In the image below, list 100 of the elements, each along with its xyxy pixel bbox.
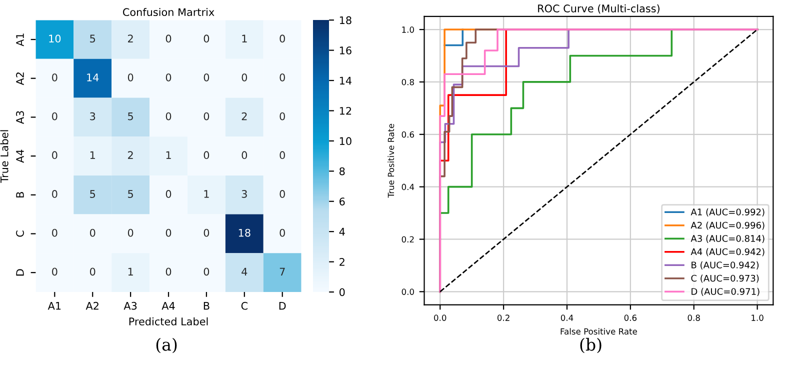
data-label: 0 xyxy=(204,268,210,276)
color-bar-label: 8 xyxy=(340,167,345,176)
y-tick-label: 0.6 xyxy=(402,131,414,138)
data-label: 2 xyxy=(242,112,247,120)
data-label: 2 xyxy=(128,151,133,159)
y-tick-label: 0.4 xyxy=(402,184,414,190)
y-axis-title: True Positive Rate xyxy=(388,124,394,198)
x-tick-label: A3 xyxy=(124,302,137,310)
color-bar-label: 10 xyxy=(340,137,352,146)
data-label: 3 xyxy=(90,112,96,120)
data-label: 2 xyxy=(128,34,133,42)
data-label: 0 xyxy=(166,228,172,237)
color-bar-label: 6 xyxy=(340,198,345,206)
color-bar-label: 18 xyxy=(340,16,352,24)
data-label: 0 xyxy=(90,268,96,276)
data-label: 0 xyxy=(52,190,58,198)
data-label: 0 xyxy=(52,228,58,237)
legend-label: A3 (AUC=0.814) xyxy=(690,234,764,243)
data-label: 0 xyxy=(90,228,96,237)
data-label: 1 xyxy=(128,268,133,276)
y-tick-label: A3 xyxy=(16,111,24,124)
data-label: 14 xyxy=(87,74,99,82)
x-axis-title: Predicted Label xyxy=(129,317,208,326)
data-label: 3 xyxy=(242,190,247,198)
data-label: 0 xyxy=(166,34,172,43)
data-label: 5 xyxy=(128,190,133,198)
data-label: 10 xyxy=(49,34,61,43)
data-label: 0 xyxy=(52,73,58,82)
legend-label: D (AUC=0.971) xyxy=(692,288,760,296)
data-label: 7 xyxy=(280,268,285,276)
data-label: 0 xyxy=(280,228,285,237)
data-label: 0 xyxy=(242,151,248,160)
y-tick-label: A2 xyxy=(16,72,24,86)
chart-title: ROC Curve (Multi-class) xyxy=(538,4,660,14)
data-label: 0 xyxy=(128,73,134,82)
x-tick-label: D xyxy=(279,302,286,310)
y-tick-label: 0.0 xyxy=(402,288,414,295)
data-label: 0 xyxy=(166,112,172,120)
y-axis-title: True Label xyxy=(0,130,8,183)
data-label: 1 xyxy=(90,151,95,159)
data-label: 4 xyxy=(242,268,248,276)
y-tick-label: A1 xyxy=(16,34,24,46)
color-bar-label: 12 xyxy=(340,106,352,115)
x-tick-label: 0.8 xyxy=(688,314,700,321)
color-bar-label: 2 xyxy=(340,258,344,266)
color-bar-label: 0 xyxy=(340,288,345,296)
data-label: 0 xyxy=(204,151,210,160)
y-tick-label: 0.8 xyxy=(402,78,414,86)
y-tick-label: B xyxy=(16,192,24,198)
y-tick-label: 0.2 xyxy=(402,236,414,243)
y-tick-label: C xyxy=(16,230,24,237)
data-label: 0 xyxy=(52,268,58,276)
data-label: 0 xyxy=(204,228,210,237)
data-label: 0 xyxy=(52,151,58,160)
legend-label: B (AUC=0.942) xyxy=(692,261,759,270)
legend-label: C (AUC=0.973) xyxy=(691,274,759,283)
x-tick-label: A1 xyxy=(48,302,61,310)
legend-label: A4 (AUC=0.942) xyxy=(690,248,764,256)
color-bar-label: 16 xyxy=(340,46,352,54)
x-tick-label: B xyxy=(204,302,210,310)
x-tick-label: C xyxy=(241,302,248,310)
color-bar-label: 4 xyxy=(339,228,345,236)
data-label: 0 xyxy=(166,190,172,198)
text: (b) xyxy=(580,338,602,354)
y-tick-label: D xyxy=(16,269,24,276)
x-tick-label: 1.0 xyxy=(752,314,764,321)
legend-label: A2 (AUC=0.996) xyxy=(690,222,764,230)
data-label: 1 xyxy=(242,34,247,42)
data-label: 0 xyxy=(204,34,210,43)
x-tick-label: 0.6 xyxy=(624,314,637,321)
legend-label: A1 (AUC=0.992) xyxy=(690,208,764,216)
data-label: 0 xyxy=(280,190,285,198)
data-label: 5 xyxy=(90,34,96,43)
text: (a) xyxy=(156,338,177,354)
y-tick-label: A4 xyxy=(16,150,24,163)
data-label: 0 xyxy=(52,112,58,120)
data-label: 0 xyxy=(280,73,285,82)
data-label: 0 xyxy=(166,268,172,276)
data-label: 5 xyxy=(90,190,96,198)
data-label: 0 xyxy=(166,73,172,82)
data-label: 0 xyxy=(204,73,210,82)
x-tick-label: 0.4 xyxy=(560,314,574,321)
data-label: 0 xyxy=(280,112,285,120)
data-label: 0 xyxy=(242,73,248,82)
x-tick-label: A2 xyxy=(86,302,98,310)
y-tick-label: 1.0 xyxy=(402,26,414,33)
data-label: 0 xyxy=(128,228,134,237)
data-label: 0 xyxy=(204,112,210,120)
color-bar-label: 14 xyxy=(340,76,352,84)
data-label: 1 xyxy=(166,151,171,159)
x-tick-label: 0.2 xyxy=(497,314,510,321)
x-tick-label: 0.0 xyxy=(434,314,446,321)
data-label: 1 xyxy=(204,190,209,198)
data-label: 18 xyxy=(238,228,250,237)
x-axis-title: False Positive Rate xyxy=(560,328,637,335)
chart-title: Confusion Martrix xyxy=(122,8,214,16)
data-label: 0 xyxy=(280,34,285,43)
data-label: 0 xyxy=(280,151,285,160)
data-label: 5 xyxy=(128,112,133,120)
x-tick-label: A4 xyxy=(162,302,175,310)
